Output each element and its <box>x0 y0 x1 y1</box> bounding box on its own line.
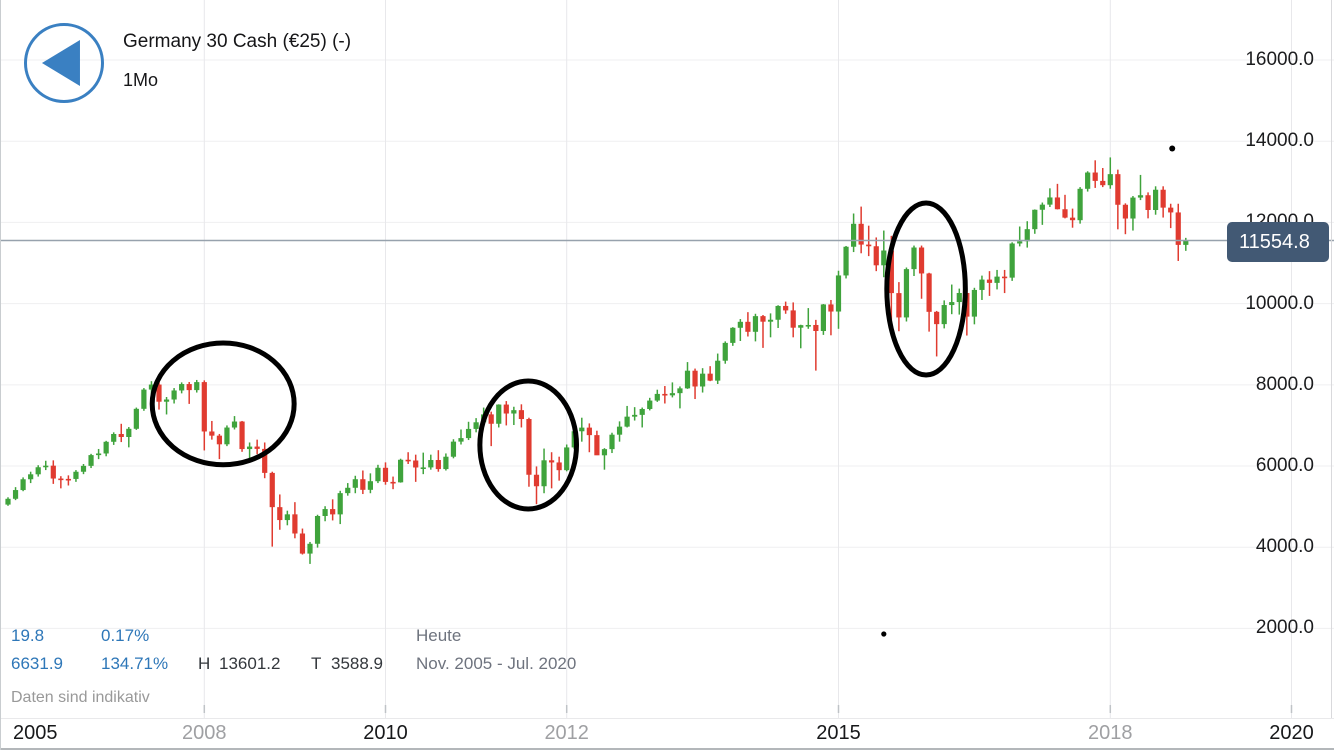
dot-annotation <box>881 631 887 637</box>
ellipse-annotation <box>477 378 580 512</box>
price-axis-label: 16000.0 <box>1245 49 1314 71</box>
time-axis-label: 2015 <box>816 722 861 744</box>
ellipse-annotation <box>884 200 968 378</box>
back-button[interactable] <box>24 23 104 103</box>
high-label: H <box>198 654 211 673</box>
bottom-border <box>1 748 1334 750</box>
low-label: T <box>311 654 322 673</box>
candles-layer <box>5 157 1189 564</box>
period-label: Heute <box>416 626 462 645</box>
right-border <box>1331 0 1332 718</box>
time-axis-label: 2005 <box>13 722 58 744</box>
back-arrow-icon <box>41 40 80 86</box>
price-axis-label: 2000.0 <box>1255 617 1314 639</box>
low-value: 3588.9 <box>331 654 383 673</box>
ellipse-annotation <box>149 340 297 468</box>
dot-annotation <box>1169 145 1176 152</box>
day-change-value: 19.8 <box>11 626 45 645</box>
time-axis-label: 2018 <box>1088 722 1133 744</box>
high-value: 13601.2 <box>219 654 281 673</box>
time-axis-label: 2012 <box>544 722 589 744</box>
instrument-title: Germany 30 Cash (€25) (-) <box>123 31 352 52</box>
time-axis-label: 2008 <box>182 722 227 744</box>
v-gridlines <box>203 0 1293 718</box>
disclaimer-text: Daten sind indikativ <box>11 689 150 706</box>
timeframe-label: 1Mo <box>123 70 159 90</box>
period-range: Nov. 2005 - Jul. 2020 <box>416 654 577 673</box>
time-axis-label: 2020 <box>1269 722 1314 744</box>
price-axis-label: 6000.0 <box>1255 455 1314 477</box>
current-price-badge: 11554.8 <box>1227 222 1329 262</box>
time-axis-label: 2010 <box>363 722 408 744</box>
annotations-layer[interactable] <box>149 145 1176 637</box>
axis-separator <box>1 718 1334 719</box>
period-change-value: 6631.9 <box>11 654 63 673</box>
price-axis-label: 10000.0 <box>1245 292 1314 314</box>
period-change-percent: 134.71% <box>101 654 169 673</box>
day-change-percent: 0.17% <box>101 626 150 645</box>
price-axis-label: 8000.0 <box>1255 373 1314 395</box>
price-axis-label: 4000.0 <box>1255 536 1314 558</box>
price-axis-label: 14000.0 <box>1245 130 1314 152</box>
